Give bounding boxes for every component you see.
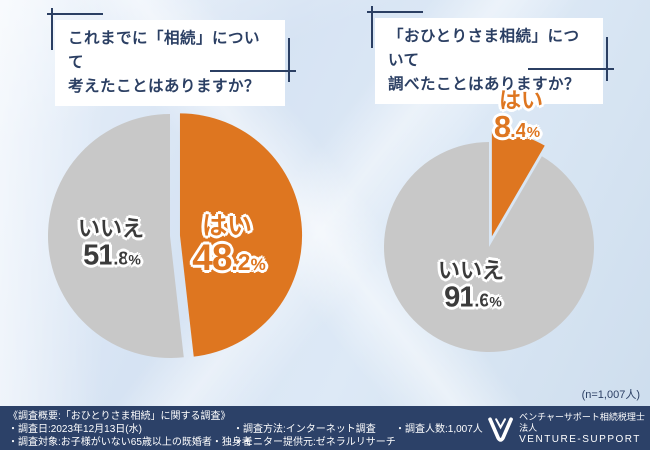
crosshair-mark: [367, 11, 423, 13]
survey-target: ・調査対象:お子様がいない65歳以上の既婚者・独身者: [8, 437, 252, 448]
survey-summary-col1: 《調査概要:「おひとりさま相続」に関する調査》 ・調査日:2023年12月13日…: [8, 410, 252, 449]
company-name-jp: ベンチャーサポート相続税理士法人: [519, 412, 645, 433]
survey-summary-bar: 《調査概要:「おひとりさま相続」に関する調査》 ・調査日:2023年12月13日…: [0, 406, 650, 450]
crosshair-mark: [47, 13, 103, 15]
sample-size-note: (n=1,007人): [581, 389, 640, 401]
crosshair-mark: [288, 38, 290, 82]
slice-label-yes: はい: [498, 88, 544, 113]
company-logo: ベンチャーサポート相続税理士法人 VENTURE-SUPPORT: [486, 412, 650, 446]
slice-value-yes: 8.4%: [493, 109, 541, 144]
survey-summary-col3: ・調査人数:1,007人: [395, 423, 483, 436]
crosshair-mark: [371, 6, 373, 48]
slice-value-no: 91.6%: [444, 281, 502, 314]
monitor-provider: ・モニター提供元:ゼネラルリサーチ: [233, 437, 396, 448]
slice-label-no: いいえ: [77, 216, 145, 241]
crosshair-mark: [606, 37, 608, 81]
venture-support-v-icon: [488, 417, 513, 442]
survey-method: ・調査方法:インターネット調査: [233, 424, 376, 435]
pie-slice-yes: [491, 131, 545, 237]
pie-slice-no: [383, 142, 594, 352]
crosshair-mark: [528, 68, 614, 70]
respondents-count: ・調査人数:1,007人: [395, 424, 483, 435]
crosshair-mark: [210, 70, 296, 72]
slice-label-yes: はい: [201, 212, 253, 240]
slice-value-no: 51.8%: [83, 239, 141, 272]
company-name-en: VENTURE-SUPPORT: [519, 434, 641, 445]
survey-heading: 《調査概要:「おひとりさま相続」に関する調査》: [8, 411, 231, 422]
pie-chart-ohitorisama-researched: [383, 131, 594, 352]
survey-date: ・調査日:2023年12月13日(水): [8, 424, 142, 435]
question-box-right: 「おひとりさま相続」について 調べたことはありますか？: [375, 18, 603, 105]
question-box-left: これまでに「相続」について 考えたことはありますか？: [55, 20, 285, 107]
survey-summary-col2: ・調査方法:インターネット調査 ・モニター提供元:ゼネラルリサーチ: [233, 423, 396, 449]
company-logo-text: ベンチャーサポート相続税理士法人 VENTURE-SUPPORT: [519, 412, 650, 446]
pie-slice-no: [47, 114, 184, 359]
crosshair-mark: [51, 8, 53, 50]
pie-slice-yes: [179, 113, 303, 357]
slice-label-no: いいえ: [437, 258, 505, 283]
slice-value-yes: 48.2%: [192, 237, 266, 278]
pie-chart-inheritance-thought: [47, 113, 303, 359]
